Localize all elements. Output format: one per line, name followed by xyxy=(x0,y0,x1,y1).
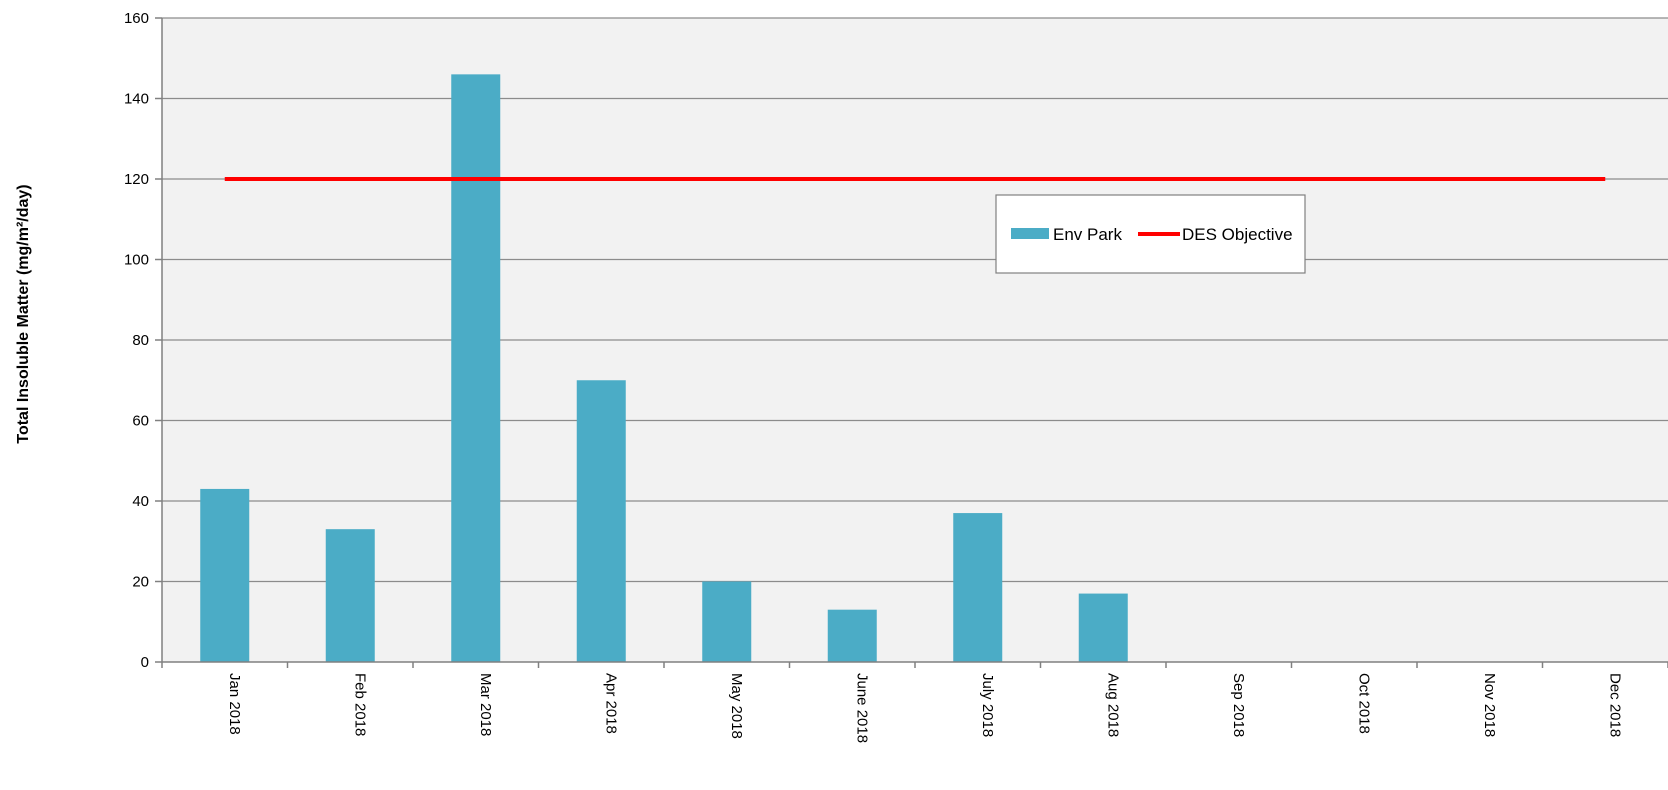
y-tick-label: 140 xyxy=(124,91,149,108)
x-tick-label: Sep 2018 xyxy=(1230,673,1247,737)
y-tick-label: 80 xyxy=(132,332,149,349)
bar xyxy=(702,581,752,662)
axes xyxy=(155,17,1668,668)
y-tick-label: 100 xyxy=(124,252,149,269)
x-tick-label: Jan 2018 xyxy=(226,673,243,735)
bar xyxy=(953,513,1003,662)
y-tick-label: 120 xyxy=(124,171,149,188)
x-tick-label: Mar 2018 xyxy=(477,673,494,736)
y-tick-label: 60 xyxy=(132,413,149,430)
bar xyxy=(1078,593,1128,662)
x-tick-label: May 2018 xyxy=(728,673,745,739)
bar xyxy=(200,488,250,662)
legend-swatch-env-park xyxy=(1011,228,1049,239)
x-axis-tick-labels: Jan 2018 Feb 2018 Mar 2018 Apr 2018 May 2018… xyxy=(226,673,1624,743)
legend-label-des-objective: DES Objective xyxy=(1182,225,1293,244)
y-tick-label: 160 xyxy=(124,10,149,27)
x-tick-label: Feb 2018 xyxy=(351,673,368,736)
y-tick-label: 40 xyxy=(132,493,149,510)
x-tick-label: June 2018 xyxy=(853,673,870,743)
bar xyxy=(576,380,626,662)
x-tick-label: July 2018 xyxy=(979,673,996,737)
x-tick-label: Nov 2018 xyxy=(1481,673,1498,737)
legend: Env Park DES Objective xyxy=(995,194,1306,274)
y-tick-label: 20 xyxy=(132,574,149,591)
bar xyxy=(827,609,877,662)
bar xyxy=(451,74,501,663)
bar-series-env-park xyxy=(200,74,1128,663)
y-axis-tick-labels: 0 20 40 60 80 100 120 140 160 xyxy=(124,10,149,671)
legend-label-env-park: Env Park xyxy=(1053,225,1122,244)
x-tick-label: Aug 2018 xyxy=(1104,673,1121,737)
x-tick-label: Oct 2018 xyxy=(1355,673,1372,734)
y-axis-title: Total Insoluble Matter (mg/m²/day) xyxy=(15,184,32,443)
x-tick-label: Apr 2018 xyxy=(602,673,619,734)
x-tick-label: Dec 2018 xyxy=(1606,673,1623,737)
bar xyxy=(325,529,375,662)
y-tick-label: 0 xyxy=(141,654,149,671)
